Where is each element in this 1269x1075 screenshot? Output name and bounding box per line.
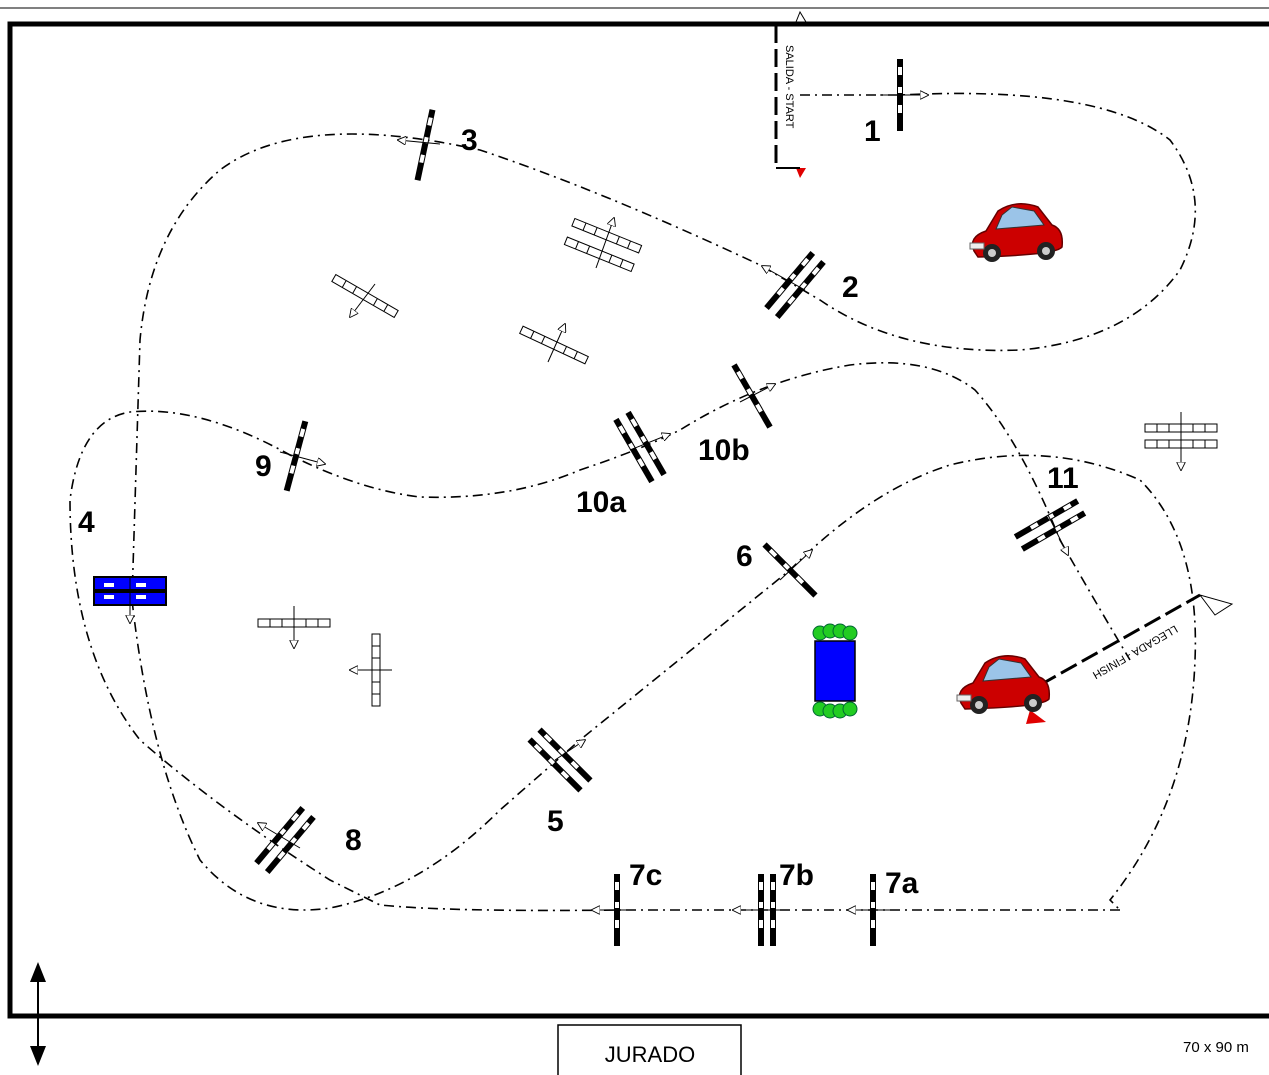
arena-dimensions: 70 x 90 m [1183,1039,1249,1056]
spare-obstacle [519,325,589,365]
obstacle-label: 1 [864,115,881,148]
obstacle-11 [1013,498,1087,552]
obstacle-label: 10a [576,486,626,519]
spare-arrow [350,283,376,317]
finish-flag-top [1198,594,1234,616]
start-flag-bottom [796,168,806,178]
obstacle-3-arrow [398,140,441,144]
water-obstacle [812,623,858,719]
spare-arrow [595,218,614,269]
obstacle-label: 7a [885,867,919,900]
course-track [131,92,1197,601]
obstacle-5 [527,727,593,793]
obstacle-2-arrow [762,266,806,291]
obstacle-10a-arrow [629,434,670,451]
obstacle-label: 7b [779,859,814,892]
start-label: SALIDA - START [783,45,795,129]
start-flag-top [795,10,807,23]
obstacle-11-arrow [1047,514,1068,555]
obstacle-9-arrow [279,451,325,464]
jury-box [557,1024,742,1075]
obstacle-label: 11 [1047,462,1079,495]
spare-obstacle [331,274,399,318]
car-decoration [969,203,1064,263]
spare-arrow [547,324,565,363]
obstacle-label: 9 [255,450,272,483]
finish-flag-bottom [1026,710,1046,724]
spare-obstacle [563,218,643,272]
obstacle-label: 8 [345,824,362,857]
finish-line [1039,593,1201,687]
arena-border [7,21,1269,1019]
obstacle-label: 3 [461,124,478,157]
obstacle-label: 6 [736,540,753,573]
course-track-2 [131,454,1197,911]
obstacle-5-arrow [554,740,585,761]
obstacle-3 [414,109,436,181]
course-track-3 [69,362,1131,912]
obstacle-4 [93,576,167,623]
obstacle-label: 5 [547,805,564,838]
obstacle-6-arrow [779,550,812,581]
obstacle-label: 10b [698,434,750,467]
obstacle-8-arrow [258,823,301,849]
obstacle-10a [613,410,667,484]
car-decoration [956,655,1051,715]
orientation-arrow-icon [30,962,46,1066]
obstacle-8 [254,805,316,875]
obstacle-label: 4 [78,506,95,539]
jury-label: JURADO [605,1042,695,1067]
obstacle-10b-arrow [739,384,775,403]
obstacle-label: 7c [629,859,662,892]
obstacle-label: 2 [842,271,859,304]
obstacle-1 [880,59,928,131]
